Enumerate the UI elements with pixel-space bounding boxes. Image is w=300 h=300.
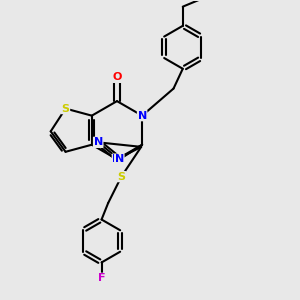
Text: F: F — [98, 273, 105, 283]
Text: N: N — [112, 154, 122, 164]
Text: O: O — [112, 72, 122, 82]
Text: S: S — [117, 172, 125, 182]
Text: S: S — [61, 103, 70, 114]
Text: N: N — [137, 111, 147, 121]
Text: N: N — [115, 154, 124, 164]
Text: N: N — [94, 137, 103, 147]
